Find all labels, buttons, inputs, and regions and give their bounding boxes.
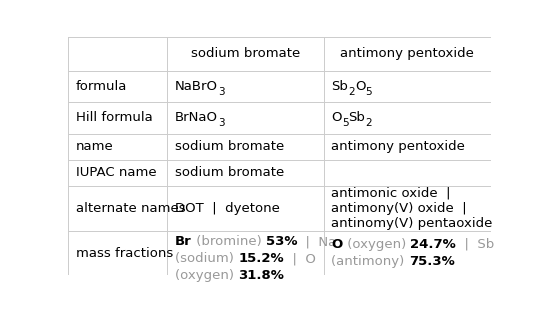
- Text: (oxygen): (oxygen): [342, 238, 410, 251]
- Text: (oxygen): (oxygen): [175, 269, 238, 282]
- Text: sodium bromate: sodium bromate: [175, 166, 284, 179]
- Text: Sb: Sb: [348, 112, 365, 125]
- Text: DOT  |  dyetone: DOT | dyetone: [175, 202, 280, 215]
- Text: 75.3%: 75.3%: [409, 255, 455, 268]
- Text: 5: 5: [342, 118, 348, 128]
- Text: 3: 3: [218, 118, 225, 128]
- Text: formula: formula: [76, 80, 127, 93]
- Text: (bromine): (bromine): [192, 235, 266, 248]
- Text: O: O: [331, 238, 342, 251]
- Text: 2: 2: [348, 87, 355, 97]
- Text: 31.8%: 31.8%: [238, 269, 284, 282]
- Text: name: name: [76, 140, 113, 153]
- Text: Hill formula: Hill formula: [76, 112, 153, 125]
- Text: (sodium): (sodium): [175, 252, 238, 265]
- Text: 3: 3: [218, 87, 225, 97]
- Text: |  O: | O: [284, 252, 316, 265]
- Text: 53%: 53%: [266, 235, 297, 248]
- Text: BrNaO: BrNaO: [175, 112, 218, 125]
- Text: alternate names: alternate names: [76, 202, 185, 215]
- Text: 2: 2: [365, 118, 372, 128]
- Text: antimony pentoxide: antimony pentoxide: [340, 48, 474, 61]
- Text: sodium bromate: sodium bromate: [175, 140, 284, 153]
- Text: Sb: Sb: [331, 80, 348, 93]
- Text: antimonic oxide  |
antimony(V) oxide  |
antinomy(V) pentaoxide: antimonic oxide | antimony(V) oxide | an…: [331, 187, 493, 230]
- Text: O: O: [355, 80, 365, 93]
- Text: NaBrO: NaBrO: [175, 80, 218, 93]
- Text: 15.2%: 15.2%: [238, 252, 284, 265]
- Text: (antimony): (antimony): [331, 255, 409, 268]
- Text: antimony pentoxide: antimony pentoxide: [331, 140, 465, 153]
- Text: |  Sb: | Sb: [456, 238, 494, 251]
- Text: O: O: [331, 112, 342, 125]
- Text: sodium bromate: sodium bromate: [191, 48, 300, 61]
- Text: |  Na: | Na: [297, 235, 336, 248]
- Text: IUPAC name: IUPAC name: [76, 166, 156, 179]
- Text: 24.7%: 24.7%: [410, 238, 456, 251]
- Text: Br: Br: [175, 235, 192, 248]
- Text: mass fractions: mass fractions: [76, 247, 173, 260]
- Text: 5: 5: [365, 87, 372, 97]
